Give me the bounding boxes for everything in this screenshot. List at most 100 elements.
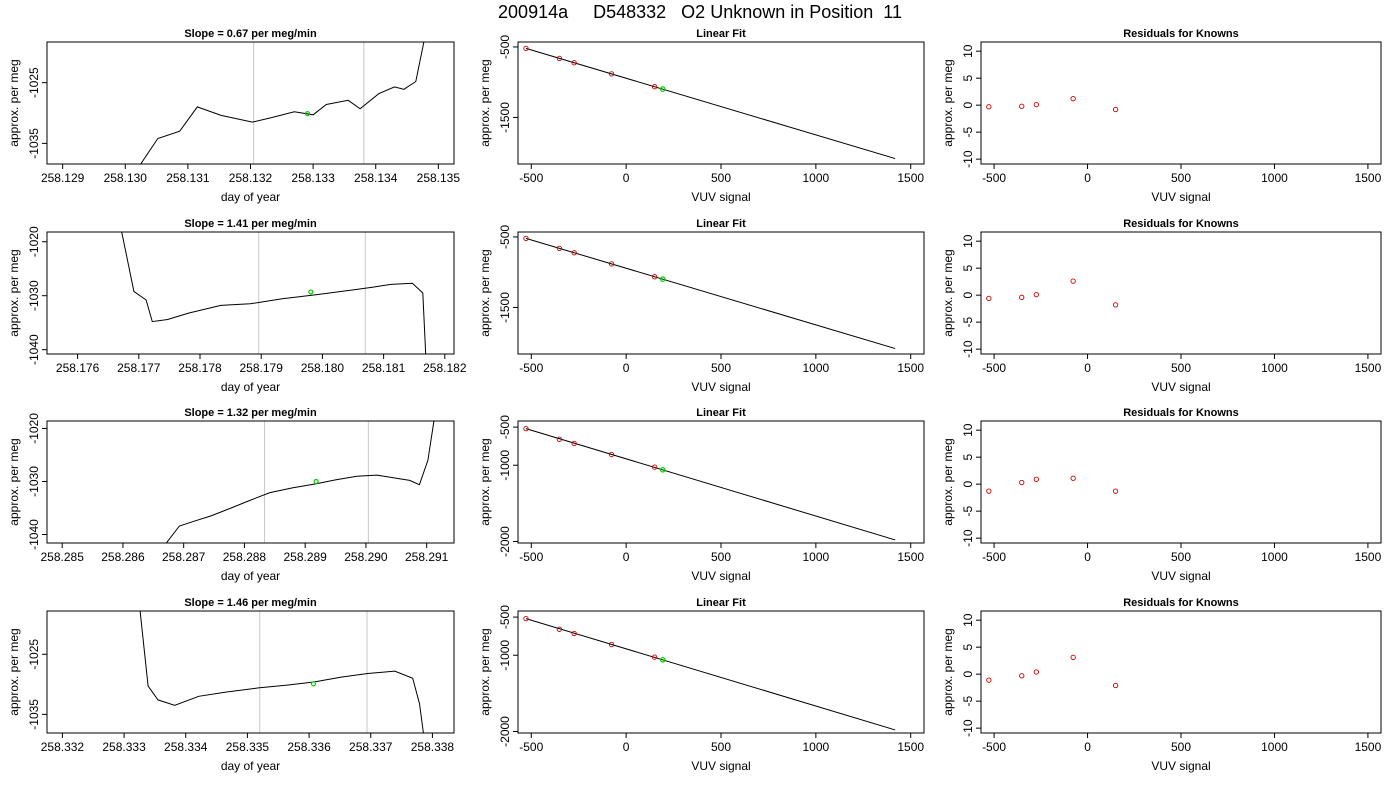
series-line xyxy=(140,611,424,736)
plot-area xyxy=(987,655,1118,687)
x-axis-label: day of year xyxy=(221,759,280,773)
x-tick-label: 1000 xyxy=(1261,361,1288,375)
x-axis-label: VUV signal xyxy=(1151,569,1210,583)
x-tick-label: 258.133 xyxy=(291,171,335,185)
chart-panel-0-1: Linear Fit-500 0 500 1000 1500-500-1500VUV s… xyxy=(478,28,924,204)
chart-title: Linear Fit xyxy=(696,597,746,609)
y-tick-label: 5 xyxy=(961,644,975,651)
y-tick-label: -1040 xyxy=(27,519,41,550)
y-tick-label: 10 xyxy=(961,44,975,58)
series-line xyxy=(166,421,435,545)
y-tick-label: 0 xyxy=(961,481,975,488)
x-tick-label: 0 xyxy=(623,171,630,185)
x-tick-label: 258.176 xyxy=(56,361,100,375)
x-tick-label: 1000 xyxy=(1261,550,1288,564)
y-tick-label: 5 xyxy=(961,75,975,82)
plot-area xyxy=(122,232,426,356)
x-tick-label: 258.134 xyxy=(354,171,398,185)
y-tick-label: 10 xyxy=(961,613,975,627)
x-tick-label: 258.334 xyxy=(164,740,208,754)
plot-frame xyxy=(47,611,454,733)
known-point xyxy=(1071,279,1075,283)
x-tick-label: 258.135 xyxy=(417,171,461,185)
x-tick-label: 258.129 xyxy=(41,171,85,185)
x-axis-label: VUV signal xyxy=(691,569,750,583)
known-point xyxy=(987,489,991,493)
plot-area xyxy=(524,426,895,540)
x-tick-label: 1000 xyxy=(803,171,830,185)
x-tick-label: 258.288 xyxy=(223,550,267,564)
x-axis-label: VUV signal xyxy=(1151,380,1210,394)
plot-frame xyxy=(518,42,924,164)
plot-area xyxy=(524,236,895,348)
chart-title: Linear Fit xyxy=(696,28,746,40)
x-tick-label: 258.289 xyxy=(283,550,327,564)
x-tick-label: 258.332 xyxy=(41,740,85,754)
y-tick-label: -5 xyxy=(961,316,975,327)
x-tick-label: 1500 xyxy=(1355,171,1382,185)
plot-frame xyxy=(981,421,1381,543)
chart-panel-2-0: Slope = 1.32 per meg/min 258.285 258.286 25… xyxy=(7,407,454,583)
known-point xyxy=(987,678,991,682)
x-tick-label: 500 xyxy=(1171,171,1191,185)
chart-title: Residuals for Knowns xyxy=(1123,28,1239,40)
x-tick-label: -500 xyxy=(982,740,1006,754)
unknown-marker xyxy=(309,290,313,294)
x-tick-label: 258.333 xyxy=(102,740,146,754)
chart-panel-0-2: Residuals for Knowns-500 0 500 1000 1500-10-… xyxy=(941,28,1382,204)
plot-frame xyxy=(47,232,454,354)
series-line xyxy=(140,38,424,164)
x-tick-label: -500 xyxy=(519,361,543,375)
plots-canvas: Slope = 0.67 per meg/min258.129 258.130 25… xyxy=(0,0,1400,800)
y-axis-label: approx. per meg xyxy=(478,59,492,146)
chart-panel-3-0: Slope = 1.46 per meg/min 258.332 258.333 25… xyxy=(7,597,454,773)
y-tick-label: 5 xyxy=(961,265,975,272)
x-tick-label: -500 xyxy=(982,171,1006,185)
x-tick-label: 500 xyxy=(711,171,731,185)
y-tick-label: -1025 xyxy=(27,639,41,670)
plot-frame xyxy=(981,611,1381,733)
y-tick-label: -10 xyxy=(961,719,975,737)
chart-panel-3-1: Linear Fit -500 0 500 1000 1500 -500 -1000 -2000… xyxy=(478,597,924,773)
y-tick-label: -10 xyxy=(961,529,975,547)
x-tick-label: 0 xyxy=(623,550,630,564)
series-line xyxy=(122,232,426,356)
chart-title: Slope = 1.46 per meg/min xyxy=(184,597,317,609)
x-tick-label: -500 xyxy=(982,550,1006,564)
chart-title: Residuals for Knowns xyxy=(1123,218,1239,230)
known-point xyxy=(1034,670,1038,674)
fit-line xyxy=(526,619,895,730)
x-tick-label: -500 xyxy=(982,361,1006,375)
known-point xyxy=(987,105,991,109)
x-tick-label: 258.130 xyxy=(104,171,148,185)
y-tick-label: -1035 xyxy=(27,699,41,730)
x-tick-label: 1500 xyxy=(1355,550,1382,564)
x-tick-label: 258.178 xyxy=(178,361,222,375)
y-tick-label: -1000 xyxy=(498,450,512,481)
known-point xyxy=(1071,96,1075,100)
y-tick-label: -500 xyxy=(498,415,512,439)
chart-panel-0-0: Slope = 0.67 per meg/min 258.129 258.130 25… xyxy=(7,28,460,204)
fit-line xyxy=(526,48,895,158)
known-point xyxy=(1113,683,1117,687)
x-tick-label: 0 xyxy=(1084,550,1091,564)
y-tick-label: -500 xyxy=(498,35,512,59)
x-tick-label: 500 xyxy=(1171,361,1191,375)
chart-title: Slope = 1.32 per meg/min xyxy=(184,407,317,419)
x-axis-label: day of year xyxy=(221,569,280,583)
plot-frame xyxy=(518,232,924,354)
x-tick-label: -500 xyxy=(519,550,543,564)
chart-title: Residuals for Knowns xyxy=(1123,407,1239,419)
y-tick-label: -1035 xyxy=(27,128,41,159)
plot-area xyxy=(987,279,1118,307)
x-tick-label: 258.180 xyxy=(301,361,345,375)
x-tick-label: 258.132 xyxy=(229,171,273,185)
x-tick-label: 0 xyxy=(1084,740,1091,754)
y-axis-label: approx. per meg xyxy=(7,438,21,525)
known-point xyxy=(1071,476,1075,480)
plot-frame xyxy=(518,611,924,733)
y-tick-label: -5 xyxy=(961,695,975,706)
known-point xyxy=(1020,295,1024,299)
x-tick-label: 0 xyxy=(1084,361,1091,375)
known-point xyxy=(1113,489,1117,493)
